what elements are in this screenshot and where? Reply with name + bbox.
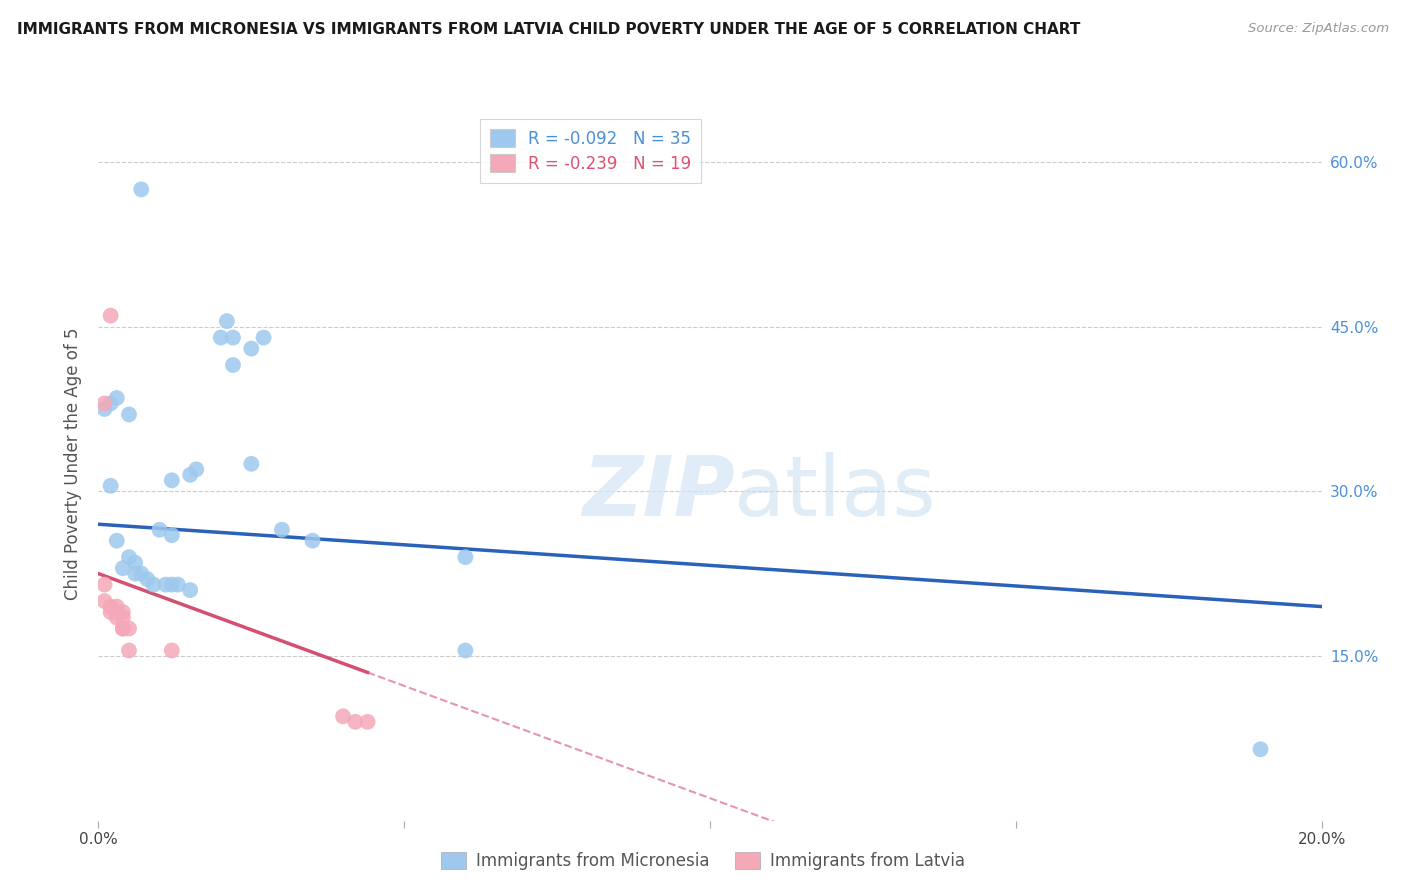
Point bbox=[160, 528, 183, 542]
Point bbox=[111, 605, 134, 619]
Point bbox=[332, 709, 354, 723]
Point bbox=[149, 523, 172, 537]
Point bbox=[160, 643, 183, 657]
Point bbox=[179, 583, 201, 598]
Point bbox=[270, 523, 292, 537]
Point bbox=[100, 309, 122, 323]
Point bbox=[93, 577, 115, 591]
Point bbox=[222, 330, 245, 344]
Point bbox=[124, 566, 146, 581]
Point bbox=[118, 550, 141, 565]
Legend: Immigrants from Micronesia, Immigrants from Latvia: Immigrants from Micronesia, Immigrants f… bbox=[434, 845, 972, 877]
Point bbox=[160, 577, 183, 591]
Point bbox=[222, 358, 245, 372]
Point bbox=[118, 622, 141, 636]
Point bbox=[344, 714, 367, 729]
Text: ZIP: ZIP bbox=[582, 452, 734, 533]
Point bbox=[252, 330, 274, 344]
Point bbox=[118, 643, 141, 657]
Text: Source: ZipAtlas.com: Source: ZipAtlas.com bbox=[1249, 22, 1389, 36]
Point bbox=[124, 556, 146, 570]
Point bbox=[136, 572, 159, 586]
Point bbox=[356, 714, 378, 729]
Point bbox=[129, 182, 152, 196]
Point bbox=[240, 342, 263, 356]
Point bbox=[105, 533, 128, 548]
Point bbox=[93, 594, 115, 608]
Point bbox=[186, 462, 208, 476]
Point bbox=[93, 401, 115, 416]
Point bbox=[454, 643, 477, 657]
Point bbox=[111, 622, 134, 636]
Point bbox=[100, 396, 122, 410]
Point bbox=[100, 605, 122, 619]
Point bbox=[111, 622, 134, 636]
Point bbox=[179, 467, 201, 482]
Point bbox=[240, 457, 263, 471]
Text: IMMIGRANTS FROM MICRONESIA VS IMMIGRANTS FROM LATVIA CHILD POVERTY UNDER THE AGE: IMMIGRANTS FROM MICRONESIA VS IMMIGRANTS… bbox=[17, 22, 1080, 37]
Point bbox=[142, 577, 165, 591]
Point bbox=[454, 550, 477, 565]
Point bbox=[105, 391, 128, 405]
Point bbox=[215, 314, 238, 328]
Point bbox=[160, 473, 183, 487]
Point bbox=[100, 479, 122, 493]
Point bbox=[111, 561, 134, 575]
Point bbox=[1249, 742, 1271, 756]
Point bbox=[105, 610, 128, 624]
Text: atlas: atlas bbox=[734, 452, 936, 533]
Point bbox=[100, 599, 122, 614]
Y-axis label: Child Poverty Under the Age of 5: Child Poverty Under the Age of 5 bbox=[65, 327, 83, 600]
Legend: R = -0.092   N = 35, R = -0.239   N = 19: R = -0.092 N = 35, R = -0.239 N = 19 bbox=[479, 119, 702, 183]
Point bbox=[301, 533, 323, 548]
Point bbox=[155, 577, 177, 591]
Point bbox=[105, 605, 128, 619]
Point bbox=[209, 330, 232, 344]
Point bbox=[105, 599, 128, 614]
Point bbox=[93, 396, 115, 410]
Point bbox=[167, 577, 190, 591]
Point bbox=[129, 566, 152, 581]
Point bbox=[111, 610, 134, 624]
Point bbox=[118, 408, 141, 422]
